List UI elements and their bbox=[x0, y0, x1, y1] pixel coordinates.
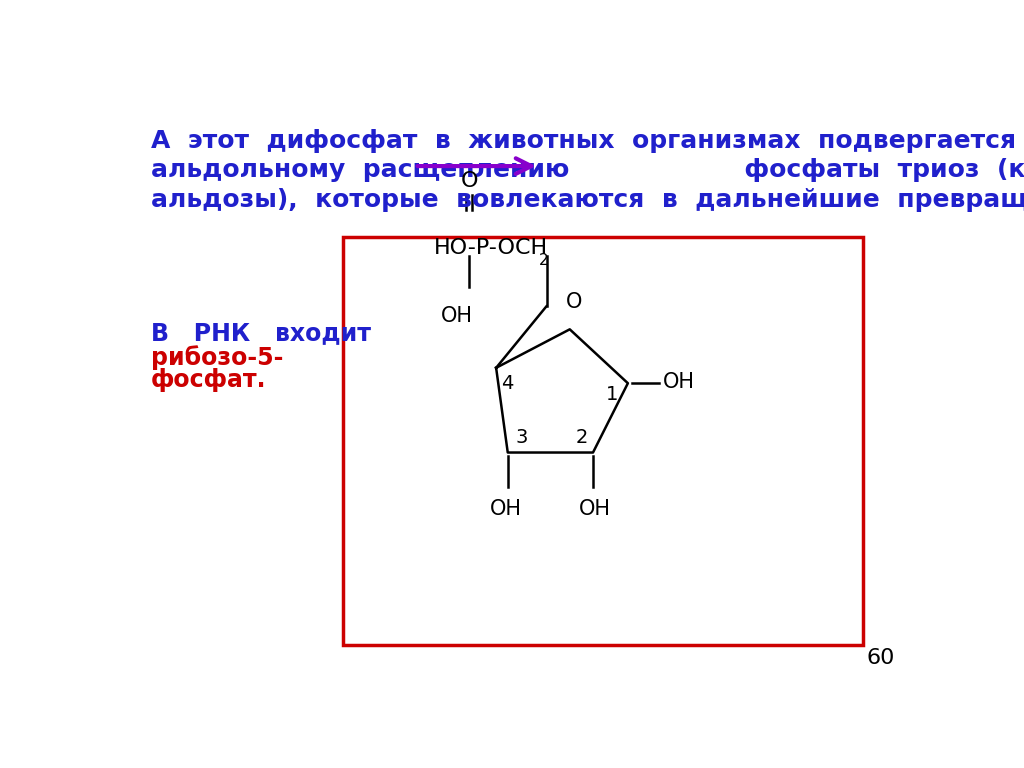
Text: OH: OH bbox=[580, 498, 611, 518]
Text: альдозы),  которые  вовлекаются  в  дальнейшие  превращения.: альдозы), которые вовлекаются в дальнейш… bbox=[152, 187, 1024, 212]
Text: 1: 1 bbox=[606, 386, 618, 404]
Text: 60: 60 bbox=[867, 648, 895, 668]
Text: А  этот  дифосфат  в  животных  организмах  подвергается  далее: А этот дифосфат в животных организмах по… bbox=[152, 129, 1024, 153]
Text: фосфат.: фосфат. bbox=[152, 368, 266, 392]
Text: OH: OH bbox=[663, 372, 694, 392]
Text: OH: OH bbox=[441, 306, 473, 326]
Text: O: O bbox=[565, 293, 582, 313]
Text: O: O bbox=[460, 170, 478, 190]
Text: 2: 2 bbox=[575, 428, 588, 447]
Text: рибозо-5-: рибозо-5- bbox=[152, 345, 284, 369]
Text: HO-P-OCH: HO-P-OCH bbox=[434, 239, 548, 259]
Text: 2: 2 bbox=[539, 253, 549, 267]
Text: альдольному  расщеплению                    фосфаты  триоз  (кетозы  и: альдольному расщеплению фосфаты триоз (к… bbox=[152, 158, 1024, 182]
Text: В   РНК   входит: В РНК входит bbox=[152, 322, 372, 346]
Text: OH: OH bbox=[489, 498, 521, 518]
Bar bbox=[343, 237, 862, 645]
Text: 4: 4 bbox=[502, 374, 514, 392]
Text: 3: 3 bbox=[515, 428, 528, 447]
